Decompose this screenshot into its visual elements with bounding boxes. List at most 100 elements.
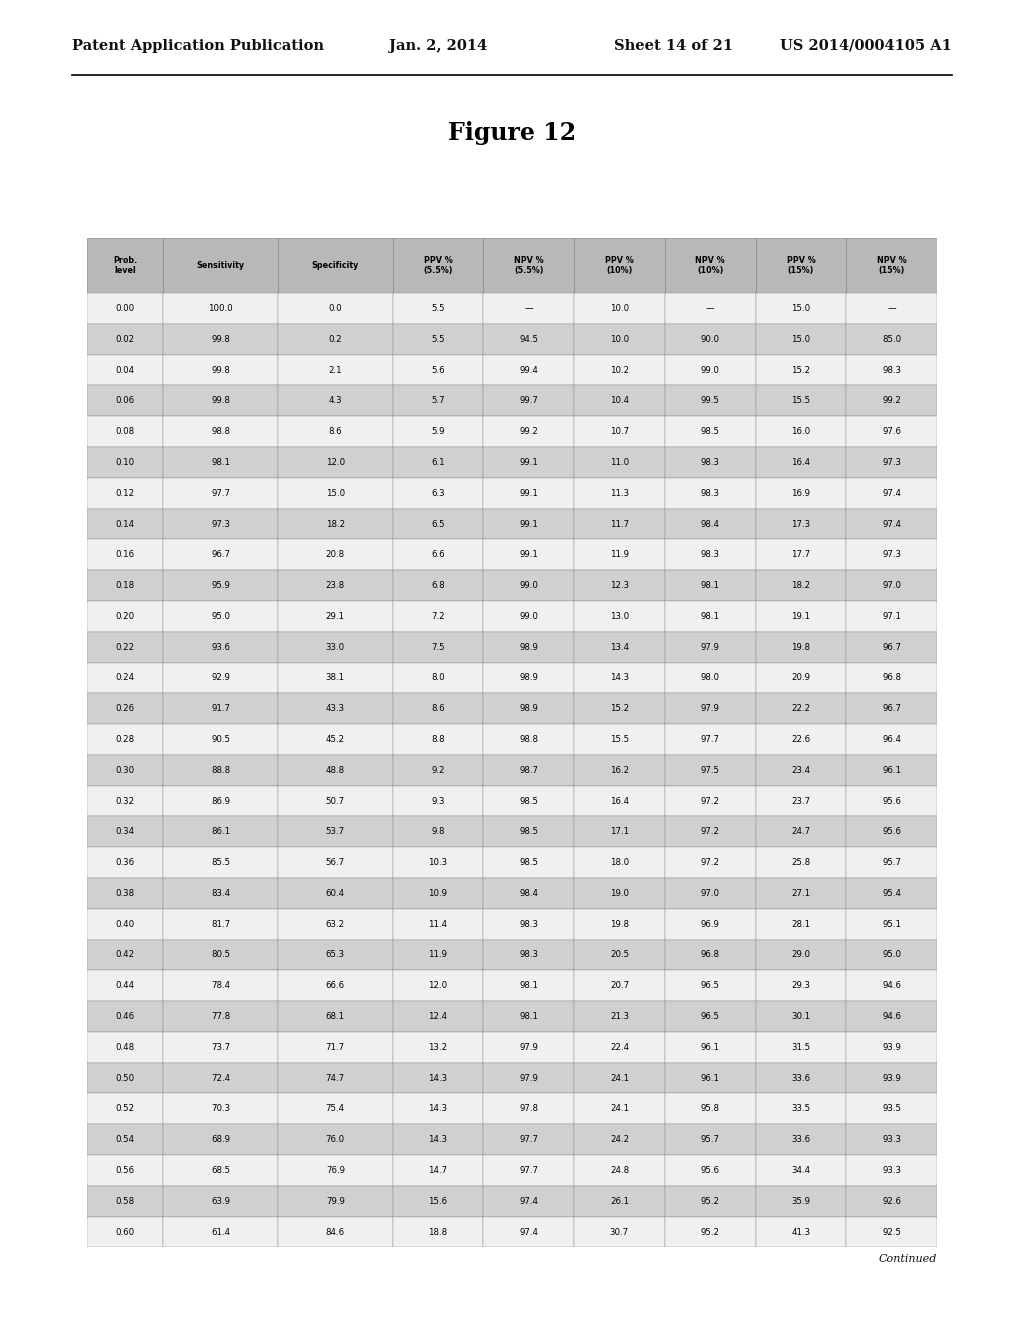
Text: 23.7: 23.7 <box>792 796 810 805</box>
Bar <box>164 601 279 632</box>
Bar <box>665 1063 756 1093</box>
Bar <box>483 1001 574 1032</box>
Text: 16.4: 16.4 <box>792 458 810 467</box>
Bar <box>279 385 392 416</box>
Text: 14.3: 14.3 <box>428 1135 447 1144</box>
Bar <box>756 1217 846 1247</box>
Bar <box>392 878 483 908</box>
Text: 97.4: 97.4 <box>882 488 901 498</box>
Bar <box>756 1001 846 1032</box>
Text: 0.16: 0.16 <box>116 550 135 560</box>
Text: 97.0: 97.0 <box>700 888 720 898</box>
Text: 97.9: 97.9 <box>700 704 720 713</box>
Text: 0.54: 0.54 <box>116 1135 135 1144</box>
Bar <box>279 1093 392 1125</box>
Bar <box>665 601 756 632</box>
Text: 98.3: 98.3 <box>519 950 539 960</box>
Bar <box>279 1125 392 1155</box>
Text: —: — <box>524 304 534 313</box>
Text: 86.9: 86.9 <box>211 796 230 805</box>
Bar <box>756 478 846 508</box>
Text: 0.40: 0.40 <box>116 920 135 929</box>
Text: 0.10: 0.10 <box>116 458 135 467</box>
Bar <box>483 693 574 725</box>
Text: 12.0: 12.0 <box>428 981 447 990</box>
Bar <box>392 447 483 478</box>
Bar <box>87 663 164 693</box>
Bar <box>279 663 392 693</box>
Text: 12.0: 12.0 <box>326 458 345 467</box>
Bar <box>483 508 574 540</box>
Bar <box>87 1032 164 1063</box>
Text: 81.7: 81.7 <box>211 920 230 929</box>
Bar <box>483 323 574 355</box>
Bar <box>164 847 279 878</box>
Bar <box>483 1217 574 1247</box>
Bar <box>279 693 392 725</box>
Text: 24.1: 24.1 <box>610 1073 629 1082</box>
Text: 21.3: 21.3 <box>610 1012 629 1022</box>
Text: 5.9: 5.9 <box>431 428 444 436</box>
Bar <box>279 632 392 663</box>
Text: 23.8: 23.8 <box>326 581 345 590</box>
Bar <box>483 1185 574 1217</box>
Text: 0.18: 0.18 <box>116 581 135 590</box>
Bar <box>846 1155 937 1185</box>
Bar <box>846 908 937 940</box>
Bar <box>846 601 937 632</box>
Bar <box>279 940 392 970</box>
Text: 95.4: 95.4 <box>882 888 901 898</box>
Bar <box>846 878 937 908</box>
Text: 12.4: 12.4 <box>428 1012 447 1022</box>
Bar <box>665 447 756 478</box>
Text: 0.0: 0.0 <box>329 304 342 313</box>
Bar <box>756 1063 846 1093</box>
Text: 0.60: 0.60 <box>116 1228 135 1237</box>
Text: 10.0: 10.0 <box>610 335 629 343</box>
Bar <box>279 908 392 940</box>
Text: 98.3: 98.3 <box>700 550 720 560</box>
Bar <box>846 355 937 385</box>
Text: 20.7: 20.7 <box>610 981 629 990</box>
Bar <box>483 632 574 663</box>
Text: 19.1: 19.1 <box>792 612 810 620</box>
Text: 97.4: 97.4 <box>882 520 901 528</box>
Text: 50.7: 50.7 <box>326 796 345 805</box>
Bar <box>846 1001 937 1032</box>
Bar <box>756 725 846 755</box>
Bar <box>846 785 937 817</box>
Text: Continued: Continued <box>879 1254 937 1265</box>
Bar <box>483 1125 574 1155</box>
Text: 16.4: 16.4 <box>610 796 629 805</box>
Text: 84.6: 84.6 <box>326 1228 345 1237</box>
Text: 68.1: 68.1 <box>326 1012 345 1022</box>
Bar <box>164 817 279 847</box>
Text: 5.5: 5.5 <box>431 304 444 313</box>
Text: NPV %
(10%): NPV % (10%) <box>695 256 725 275</box>
Text: 77.8: 77.8 <box>211 1012 230 1022</box>
Text: 99.2: 99.2 <box>882 396 901 405</box>
Bar <box>279 878 392 908</box>
Text: 11.0: 11.0 <box>610 458 629 467</box>
Text: 96.1: 96.1 <box>700 1073 720 1082</box>
Text: 24.7: 24.7 <box>792 828 810 837</box>
Bar <box>574 693 665 725</box>
Bar <box>279 1185 392 1217</box>
Text: 97.3: 97.3 <box>211 520 230 528</box>
Bar <box>665 878 756 908</box>
Text: 68.5: 68.5 <box>211 1166 230 1175</box>
Text: 65.3: 65.3 <box>326 950 345 960</box>
Text: 93.6: 93.6 <box>211 643 230 652</box>
Text: US 2014/0004105 A1: US 2014/0004105 A1 <box>780 38 952 53</box>
Text: 98.3: 98.3 <box>519 920 539 929</box>
Bar <box>665 632 756 663</box>
Bar <box>164 540 279 570</box>
Bar <box>846 478 937 508</box>
Text: Sheet 14 of 21: Sheet 14 of 21 <box>614 38 733 53</box>
Bar <box>279 570 392 601</box>
Text: 18.2: 18.2 <box>326 520 345 528</box>
Bar <box>279 817 392 847</box>
Bar <box>392 570 483 601</box>
Text: 29.1: 29.1 <box>326 612 345 620</box>
Bar <box>483 540 574 570</box>
